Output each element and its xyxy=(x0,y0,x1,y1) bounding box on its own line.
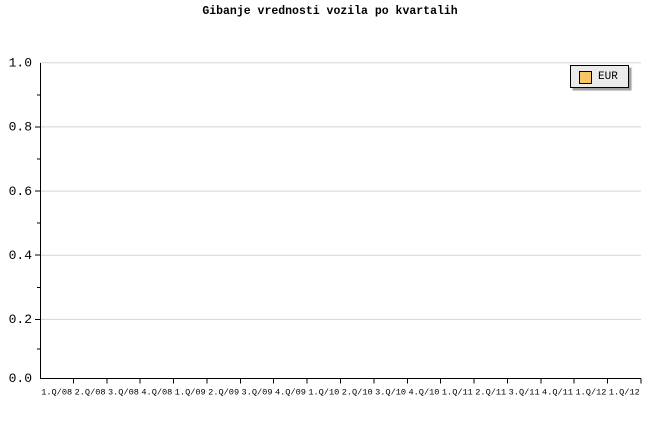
svg-text:2.Q/10: 2.Q/10 xyxy=(342,388,373,398)
svg-text:3.Q/10: 3.Q/10 xyxy=(375,388,406,398)
svg-text:1.Q/12: 1.Q/12 xyxy=(609,388,640,398)
svg-text:3.Q/09: 3.Q/09 xyxy=(242,388,273,398)
svg-text:0.4: 0.4 xyxy=(9,248,33,263)
svg-text:2.Q/09: 2.Q/09 xyxy=(208,388,239,398)
svg-text:3.Q/11: 3.Q/11 xyxy=(509,388,540,398)
svg-text:0.6: 0.6 xyxy=(9,184,32,199)
svg-text:0.8: 0.8 xyxy=(9,120,32,135)
svg-text:2.Q/08: 2.Q/08 xyxy=(75,388,106,398)
svg-text:1.0: 1.0 xyxy=(9,56,32,71)
svg-text:0.2: 0.2 xyxy=(9,312,32,327)
svg-text:3.Q/08: 3.Q/08 xyxy=(108,388,139,398)
svg-text:1.Q/11: 1.Q/11 xyxy=(442,388,473,398)
svg-text:1.Q/12: 1.Q/12 xyxy=(575,388,606,398)
svg-text:0.0: 0.0 xyxy=(9,371,32,386)
svg-text:1.Q/08: 1.Q/08 xyxy=(41,388,72,398)
svg-text:1.Q/10: 1.Q/10 xyxy=(308,388,339,398)
svg-text:4.Q/09: 4.Q/09 xyxy=(275,388,306,398)
svg-text:4.Q/11: 4.Q/11 xyxy=(542,388,573,398)
svg-text:4.Q/10: 4.Q/10 xyxy=(408,388,439,398)
svg-text:1.Q/09: 1.Q/09 xyxy=(175,388,206,398)
svg-text:4.Q/08: 4.Q/08 xyxy=(141,388,172,398)
svg-text:2.Q/11: 2.Q/11 xyxy=(475,388,506,398)
